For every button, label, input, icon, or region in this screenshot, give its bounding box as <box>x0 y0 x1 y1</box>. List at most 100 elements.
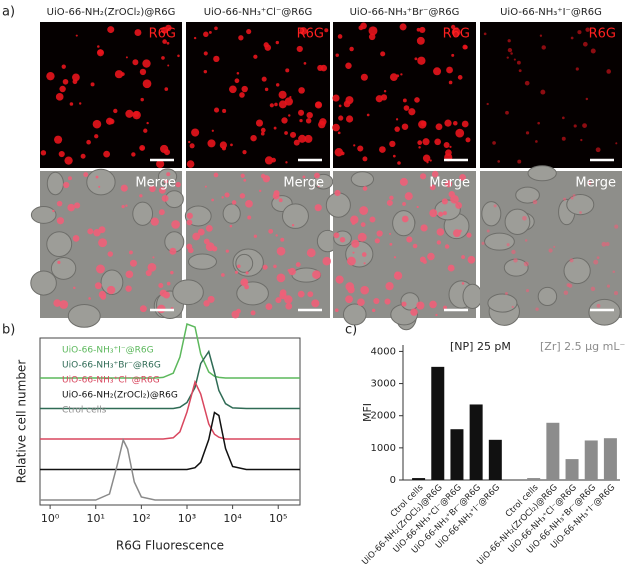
fluorescent-spot <box>451 53 455 57</box>
legend-entry: UiO-66-NH₃⁺I⁻@R6G <box>62 346 154 356</box>
fluorescent-spot <box>139 194 143 198</box>
fluorescent-spot <box>373 297 380 305</box>
micrograph <box>480 165 622 326</box>
fluorescent-spot <box>579 211 582 214</box>
fluorescent-spot <box>63 181 70 189</box>
fluorescent-spot <box>214 107 220 113</box>
fluorescent-spot <box>400 73 403 76</box>
fluorescent-spot <box>240 278 249 287</box>
fluorescent-spot <box>295 262 301 267</box>
fluorescent-spot <box>171 220 180 229</box>
fluorescent-spot <box>513 258 518 263</box>
fluorescent-spot <box>462 44 468 50</box>
fluorescent-spot <box>337 34 343 39</box>
fluorescent-spot <box>128 250 133 255</box>
fluorescent-spot <box>55 93 64 101</box>
fluorescent-spot <box>334 148 344 157</box>
fluorescent-spot <box>247 215 252 220</box>
fluorescent-spot <box>161 194 169 202</box>
fluorescent-spot <box>245 199 253 208</box>
cell-outline <box>504 208 531 235</box>
fluorescent-spot <box>345 96 354 105</box>
fluorescent-spot <box>497 160 501 163</box>
fluorescent-spot <box>335 275 344 284</box>
fluorescent-spot <box>250 310 256 316</box>
fluorescent-spot <box>140 97 144 102</box>
fluorescent-spot <box>125 285 132 292</box>
cell-outline <box>487 293 518 313</box>
fluorescent-spot <box>345 282 355 291</box>
cell-outline <box>281 203 309 229</box>
fluorescent-spot <box>299 27 308 35</box>
fluorescent-spot <box>569 258 574 263</box>
fluorescent-spot <box>506 56 509 59</box>
fluorescent-spot <box>192 232 201 241</box>
bar <box>603 438 617 480</box>
cell-outline <box>187 253 217 270</box>
fluorescent-spot <box>291 224 295 227</box>
y-tick-label: 3000 <box>371 379 396 390</box>
fluorescent-spot <box>311 299 320 308</box>
fluorescent-spot <box>420 224 428 232</box>
fluorescent-spot <box>213 172 219 178</box>
fluorescent-spot <box>211 129 214 132</box>
fluorescent-spot <box>511 305 514 309</box>
fluorescent-spot <box>230 143 233 147</box>
fluorescent-spot <box>524 239 528 242</box>
fluorescent-spot <box>444 119 452 127</box>
fluorescent-spot <box>80 153 86 159</box>
fluorescent-spot <box>349 46 354 52</box>
fluorescent-spot <box>121 204 125 209</box>
fluorescent-spot <box>358 25 364 31</box>
fluorescent-spot <box>319 118 327 126</box>
cell-outline <box>222 203 241 224</box>
fluorescent-spot <box>72 79 78 85</box>
fluorescent-spot <box>197 228 205 236</box>
fluorescent-spot <box>90 82 95 87</box>
fluorescent-spot <box>404 192 413 201</box>
fluorescent-spot <box>105 117 114 125</box>
fluorescent-spot <box>434 138 442 146</box>
fluorescent-spot <box>516 60 521 65</box>
fluorescent-spot <box>166 41 170 45</box>
fluorescent-spot <box>320 64 328 72</box>
panel-label: b) <box>2 323 15 338</box>
fluorescent-spot <box>606 284 610 288</box>
fluorescent-spot <box>568 283 573 288</box>
plot-frame <box>39 337 301 506</box>
fluorescent-spot <box>431 170 439 178</box>
fluorescent-spot <box>167 64 170 67</box>
fluorescent-spot <box>448 80 453 85</box>
cell-outline <box>527 165 557 182</box>
cell-outline <box>392 210 416 237</box>
fluorescent-spot <box>350 215 359 224</box>
y-tick-label: 0 <box>390 475 396 486</box>
fluorescent-spot <box>307 291 314 298</box>
fluorescent-spot <box>362 186 368 191</box>
legend-entry: UiO-66-NH₃⁺Cl⁻@R6G <box>62 376 160 386</box>
fluorescent-spot <box>160 144 169 154</box>
fluorescent-spot <box>524 80 530 86</box>
fluorescent-spot <box>402 202 406 206</box>
fluorescent-spot <box>258 189 262 193</box>
fluorescent-spot <box>158 186 166 194</box>
fluorescent-spot <box>570 196 574 200</box>
fluorescent-spot <box>156 159 165 169</box>
fluorescent-spot <box>103 150 111 158</box>
fluorescent-spot <box>289 95 292 99</box>
fluorescent-spot <box>442 211 447 216</box>
fluorescent-spot <box>577 30 582 35</box>
fluorescent-spot <box>522 215 527 221</box>
fluorescent-spot <box>75 34 78 37</box>
fluorescent-spot <box>161 56 165 60</box>
fluorescent-spot <box>162 39 167 44</box>
fluorescent-spot <box>397 161 401 165</box>
fluorescent-spot <box>585 27 590 32</box>
micrograph <box>480 22 622 168</box>
row-label: Merge <box>283 176 324 191</box>
fluorescent-spot <box>299 118 303 123</box>
fluorescent-spot <box>164 179 168 184</box>
fluorescent-spot <box>139 68 147 76</box>
cell-outline <box>100 269 124 296</box>
fluorescent-spot <box>612 270 616 274</box>
